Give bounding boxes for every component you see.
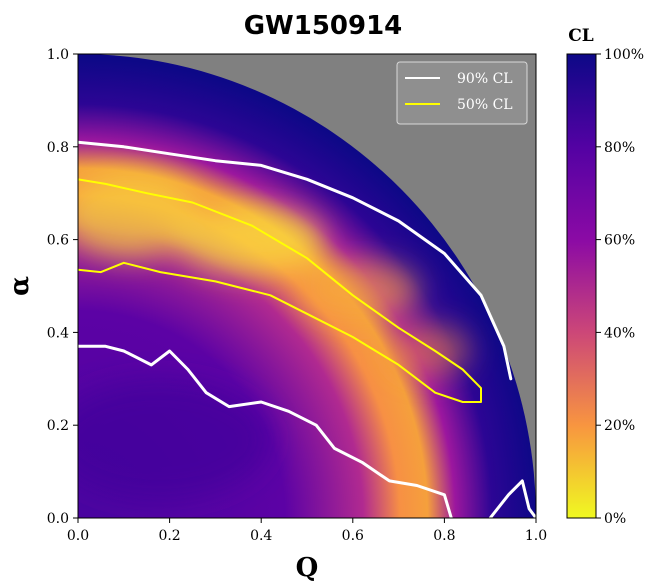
colorbar-tick-label: 80% bbox=[604, 140, 635, 156]
colorbar-tick-label: 100% bbox=[604, 47, 644, 63]
x-tick-label: 0.4 bbox=[250, 528, 272, 544]
legend-label-90: 90% CL bbox=[457, 71, 513, 87]
y-tick-label: 1.0 bbox=[47, 47, 69, 63]
plot-frame bbox=[77, 53, 537, 519]
colorbar-gradient bbox=[566, 53, 597, 519]
x-axis-label: Q bbox=[296, 553, 319, 581]
y-tick-label: 0.8 bbox=[47, 140, 69, 156]
contour-90-cl-2 bbox=[488, 479, 536, 518]
y-tick-label: 0.6 bbox=[47, 233, 69, 249]
colorbar-tick-label: 40% bbox=[604, 325, 635, 341]
x-tick-label: 0.8 bbox=[433, 528, 455, 544]
contour-90-cl-1 bbox=[78, 344, 453, 518]
y-axis-label: α bbox=[5, 276, 35, 296]
x-tick-label: 0.0 bbox=[67, 528, 89, 544]
x-tick-label: 0.2 bbox=[158, 528, 180, 544]
x-axis: 0.0 0.2 0.4 0.6 0.8 1.0 bbox=[67, 518, 547, 544]
y-tick-label: 0.0 bbox=[47, 511, 69, 527]
colorbar-ticks: 100% 80% 60% 40% 20% 0% bbox=[596, 47, 644, 527]
colorbar: CL 100% 80% 60% 40% 20% 0% bbox=[566, 26, 644, 527]
chart-title: GW150914 bbox=[244, 11, 403, 41]
x-tick-label: 0.6 bbox=[342, 528, 364, 544]
contour-layer bbox=[78, 140, 536, 518]
contour-90-cl-0 bbox=[78, 140, 513, 381]
colorbar-tick-label: 20% bbox=[604, 418, 635, 434]
contour-50-cl-3 bbox=[78, 178, 482, 403]
x-tick-label: 1.0 bbox=[525, 528, 547, 544]
colorbar-tick-label: 0% bbox=[604, 511, 626, 527]
legend-label-50: 50% CL bbox=[457, 97, 513, 113]
y-axis: 0.0 0.2 0.4 0.6 0.8 1.0 bbox=[47, 47, 78, 527]
colorbar-title: CL bbox=[568, 26, 594, 46]
legend: 90% CL 50% CL bbox=[396, 61, 528, 125]
y-tick-label: 0.4 bbox=[47, 325, 69, 341]
y-tick-label: 0.2 bbox=[47, 418, 69, 434]
colorbar-tick-label: 60% bbox=[604, 233, 635, 249]
